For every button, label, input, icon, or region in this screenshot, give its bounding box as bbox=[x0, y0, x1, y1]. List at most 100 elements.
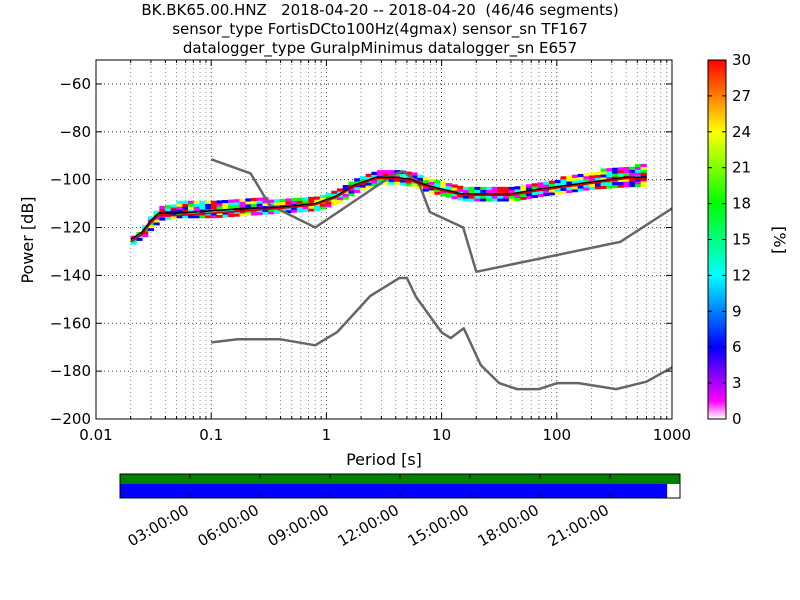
density-cell bbox=[245, 212, 252, 216]
density-cell bbox=[577, 185, 584, 189]
density-cell bbox=[302, 200, 309, 204]
y-tick-label: −200 bbox=[50, 410, 91, 428]
colorbar-tick-label: 9 bbox=[732, 302, 742, 320]
density-cell bbox=[600, 171, 607, 175]
density-cell bbox=[468, 195, 475, 199]
density-cell bbox=[187, 209, 195, 213]
density-cell bbox=[571, 180, 579, 184]
density-cell bbox=[571, 189, 579, 193]
density-cell bbox=[560, 190, 567, 194]
y-tick-label: −100 bbox=[50, 171, 91, 189]
density-cell bbox=[600, 174, 607, 178]
density-cell bbox=[463, 195, 470, 199]
density-cell bbox=[537, 193, 544, 197]
density-cell bbox=[422, 185, 430, 189]
density-cell bbox=[480, 186, 487, 191]
density-cell bbox=[296, 206, 304, 210]
y-tick-label: −180 bbox=[50, 362, 91, 380]
density-cell bbox=[176, 212, 183, 216]
density-cell bbox=[514, 194, 521, 199]
density-cell bbox=[537, 182, 544, 186]
y-tick-label: −140 bbox=[50, 266, 91, 284]
density-cell bbox=[571, 174, 579, 178]
density-cell bbox=[440, 193, 447, 197]
density-cell bbox=[606, 182, 613, 186]
density-cell bbox=[612, 167, 619, 171]
density-cell bbox=[589, 175, 596, 179]
density-cell bbox=[440, 181, 447, 185]
density-cell bbox=[531, 186, 538, 190]
density-cell bbox=[485, 198, 493, 202]
density-cell bbox=[583, 178, 590, 183]
density-cell bbox=[251, 197, 258, 202]
density-cell bbox=[216, 211, 223, 216]
density-cell bbox=[319, 197, 326, 201]
x-tick-label: 1 bbox=[322, 426, 332, 444]
density-cell bbox=[153, 222, 160, 226]
density-cell bbox=[371, 180, 378, 184]
density-cell bbox=[354, 181, 361, 185]
density-cell bbox=[182, 215, 189, 219]
density-cell bbox=[514, 189, 521, 193]
density-cell bbox=[400, 173, 407, 177]
density-cell bbox=[359, 187, 367, 191]
density-cell bbox=[629, 169, 636, 173]
density-cell bbox=[434, 183, 441, 187]
density-cell bbox=[222, 214, 229, 218]
density-cell bbox=[388, 170, 395, 174]
density-cell bbox=[640, 163, 647, 168]
density-cell bbox=[354, 178, 361, 182]
density-cell bbox=[182, 206, 189, 210]
density-cell bbox=[480, 198, 487, 202]
timeline-tick-label: 09:00:00 bbox=[265, 501, 332, 550]
density-cell bbox=[216, 206, 223, 210]
density-cell bbox=[291, 209, 298, 213]
density-cell bbox=[233, 210, 240, 214]
density-cell bbox=[130, 241, 137, 245]
density-cell bbox=[537, 185, 544, 189]
timeline-tick-label: 18:00:00 bbox=[475, 501, 542, 550]
density-cell bbox=[142, 233, 149, 238]
density-cell bbox=[308, 205, 315, 209]
density-cell bbox=[359, 175, 367, 179]
density-cell bbox=[617, 178, 624, 182]
density-cell bbox=[445, 183, 452, 187]
density-cell bbox=[451, 184, 458, 188]
density-cell bbox=[365, 182, 372, 186]
density-cell bbox=[485, 186, 493, 191]
density-cell bbox=[268, 211, 275, 215]
density-cell bbox=[508, 195, 516, 199]
density-cell bbox=[422, 188, 430, 192]
density-cell bbox=[612, 182, 619, 186]
density-cell bbox=[279, 207, 286, 211]
density-cell bbox=[205, 200, 212, 204]
chart-title: BK.BK65.00.HNZ 2018-04-20 -- 2018-04-20 … bbox=[0, 1, 760, 58]
density-cell bbox=[617, 181, 624, 185]
colorbar-tick-label: 3 bbox=[732, 374, 742, 392]
density-cell bbox=[417, 174, 424, 178]
density-cell bbox=[526, 195, 533, 199]
density-cell bbox=[348, 184, 355, 188]
density-cell bbox=[187, 206, 195, 210]
density-cell bbox=[457, 185, 464, 189]
density-cell bbox=[199, 203, 206, 207]
density-cell bbox=[566, 175, 573, 179]
density-cell bbox=[411, 183, 418, 188]
density-cell bbox=[428, 181, 435, 185]
density-cell bbox=[583, 184, 590, 188]
density-cell bbox=[577, 179, 584, 183]
timeline-tick-label: 15:00:00 bbox=[405, 501, 472, 550]
density-cell bbox=[388, 178, 395, 182]
density-cell bbox=[170, 204, 177, 208]
density-cell bbox=[537, 190, 544, 195]
density-cell bbox=[411, 175, 418, 179]
density-cell bbox=[291, 200, 298, 205]
density-cell bbox=[468, 189, 475, 193]
density-cell bbox=[554, 191, 561, 195]
density-cell bbox=[170, 212, 177, 217]
density-cell bbox=[377, 172, 384, 177]
density-cell bbox=[491, 198, 498, 202]
density-cell bbox=[371, 183, 378, 187]
series-line-new-high-noise-model bbox=[210, 158, 672, 274]
density-cell bbox=[314, 207, 321, 212]
